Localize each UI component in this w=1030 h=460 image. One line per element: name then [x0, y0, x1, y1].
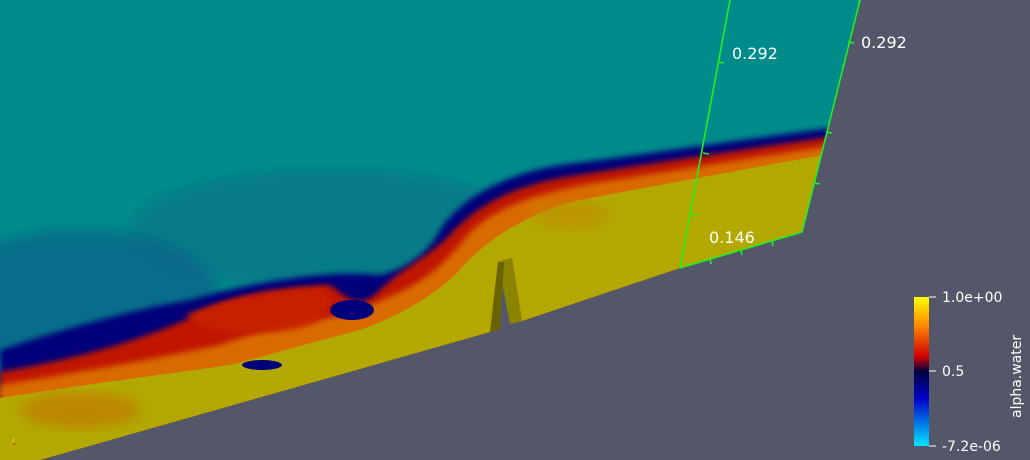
- ruler-left-height-label: 0.292: [732, 44, 778, 63]
- ruler-right-height-label: 0.292: [861, 33, 907, 52]
- obstacle-notch-inner: [490, 262, 504, 332]
- air-bubble: [330, 300, 374, 320]
- color-legend-min-label: -7.2e-06: [942, 439, 1001, 455]
- dimension-rulers: [679, 0, 861, 269]
- color-legend-max-label: 1.0e+00: [942, 290, 1002, 306]
- color-legend-bar: [914, 297, 929, 446]
- ruler-base-width-label: 0.146: [709, 228, 755, 247]
- water-shade: [20, 392, 140, 428]
- orientation-axes-icon: [11, 437, 16, 445]
- water-shade: [530, 201, 610, 229]
- interface-red-blob: [185, 288, 330, 333]
- ruler-right-vertical: [801, 0, 861, 233]
- color-legend[interactable]: 1.0e+00 0.5 -7.2e-06 alpha.water: [914, 290, 1025, 455]
- air-bubble: [242, 360, 282, 370]
- ruler-left-vertical: [679, 0, 731, 269]
- color-legend-mid-label: 0.5: [942, 364, 964, 380]
- simulation-domain: [0, 0, 860, 460]
- obstacle-notch-side: [498, 258, 522, 324]
- color-legend-title: alpha.water: [1009, 335, 1025, 418]
